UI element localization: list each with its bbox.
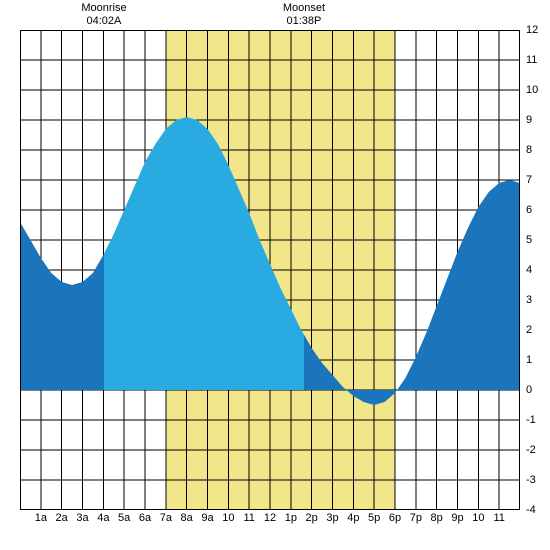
x-tick-label: 7a <box>160 512 172 524</box>
moonrise-title: Moonrise <box>74 2 134 15</box>
x-tick-label: 9a <box>201 512 213 524</box>
y-tick-label: 1 <box>526 354 532 366</box>
y-tick-label: -3 <box>526 474 536 486</box>
x-tick-label: 7p <box>410 512 422 524</box>
x-tick-label: 11 <box>493 512 504 524</box>
y-tick-label: 10 <box>526 84 538 96</box>
x-tick-label: 9p <box>451 512 463 524</box>
y-tick-label: 3 <box>526 294 532 306</box>
x-tick-label: 4p <box>347 512 359 524</box>
x-tick-label: 2a <box>56 512 68 524</box>
x-tick-label: 3a <box>76 512 88 524</box>
y-tick-label: -1 <box>526 414 536 426</box>
y-tick-label: 0 <box>526 384 532 396</box>
moonrise-label: Moonrise 04:02A <box>74 2 134 28</box>
plot-area <box>20 30 520 510</box>
x-tick-label: 8a <box>181 512 193 524</box>
x-tick-label: 5a <box>118 512 130 524</box>
x-tick-label: 10 <box>222 512 234 524</box>
x-tick-label: 1a <box>35 512 47 524</box>
y-axis: -4-3-2-10123456789101112 <box>522 30 548 510</box>
y-tick-label: 2 <box>526 324 532 336</box>
y-tick-label: 8 <box>526 144 532 156</box>
x-tick-label: 2p <box>306 512 318 524</box>
x-tick-label: 11 <box>243 512 254 524</box>
x-axis: 1a 2a 3a 4a 5a 6a 7a 8a 9a 10 11 12 1p 2p 3p 4p 5p 6p 7p 8p… <box>20 512 520 528</box>
moonset-title: Moonset <box>274 2 334 15</box>
moonset-time: 01:38P <box>274 15 334 28</box>
y-tick-label: 5 <box>526 234 532 246</box>
y-tick-label: 4 <box>526 264 532 276</box>
tide-chart: Moonrise 04:02A Moonset 01:38P 1a 2a 3a 4a 5… <box>0 0 550 550</box>
moonrise-time: 04:02A <box>74 15 134 28</box>
y-tick-label: 6 <box>526 204 532 216</box>
x-tick-label: 4a <box>97 512 109 524</box>
y-tick-label: -4 <box>526 504 536 516</box>
moonset-label: Moonset 01:38P <box>274 2 334 28</box>
x-tick-label: 5p <box>368 512 380 524</box>
x-tick-label: 6a <box>139 512 151 524</box>
x-tick-label: 8p <box>431 512 443 524</box>
plot-svg <box>20 30 520 510</box>
x-tick-label: 10 <box>472 512 484 524</box>
y-tick-label: 11 <box>526 54 537 66</box>
y-tick-label: 12 <box>526 24 538 36</box>
top-labels: Moonrise 04:02A Moonset 01:38P <box>0 2 550 30</box>
y-tick-label: 7 <box>526 174 532 186</box>
x-tick-label: 1p <box>285 512 297 524</box>
y-tick-label: 9 <box>526 114 532 126</box>
x-tick-label: 3p <box>326 512 338 524</box>
x-tick-label: 12 <box>264 512 276 524</box>
x-tick-label: 6p <box>389 512 401 524</box>
y-tick-label: -2 <box>526 444 536 456</box>
